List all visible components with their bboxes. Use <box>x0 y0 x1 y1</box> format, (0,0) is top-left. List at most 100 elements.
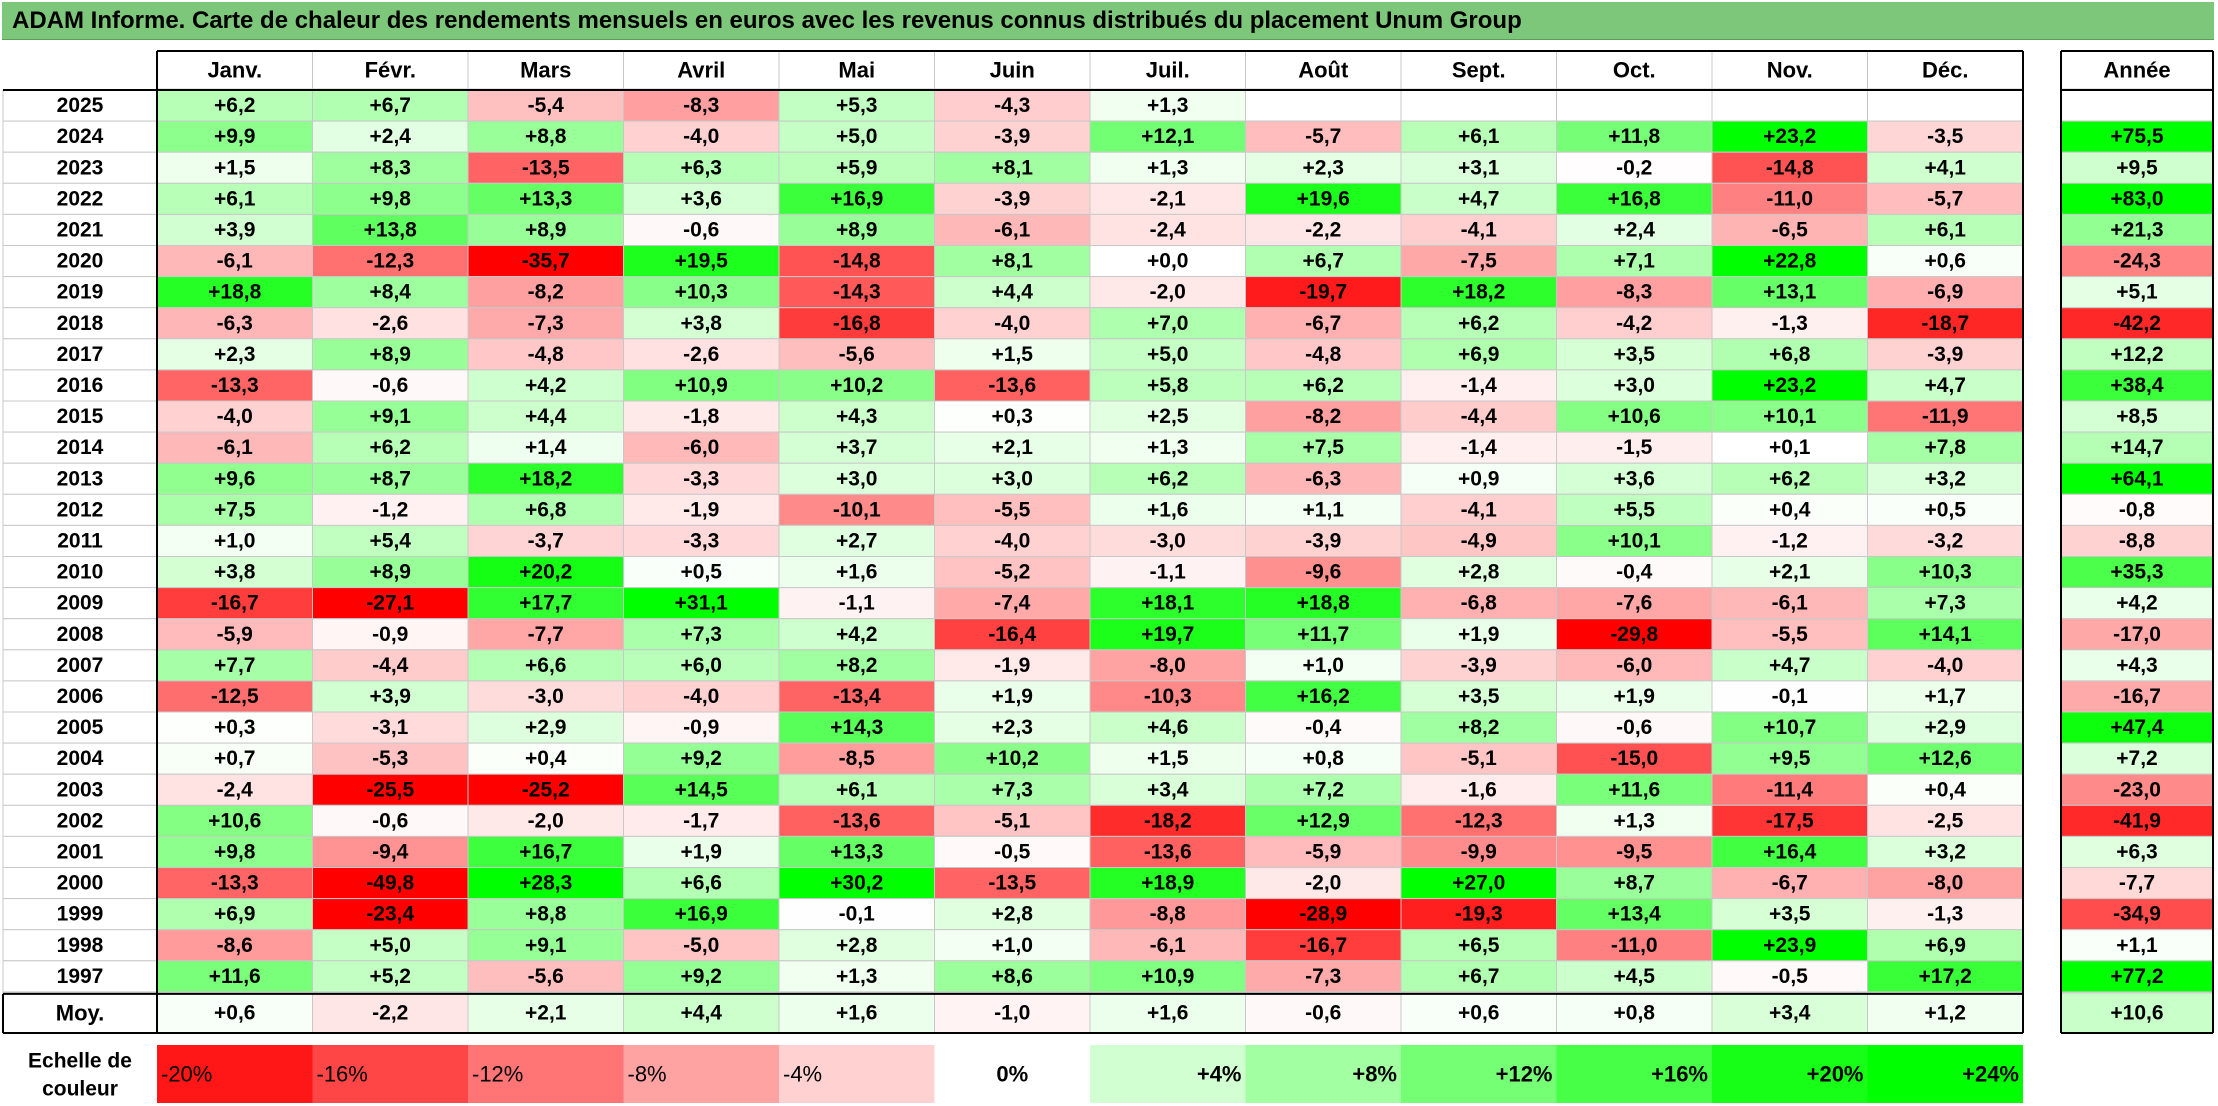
heatmap-value: -5,6 <box>839 343 875 366</box>
heatmap-value: +9,1 <box>525 934 567 957</box>
heatmap-value: -1,6 <box>1461 778 1497 801</box>
heatmap-value: -13,6 <box>833 809 881 832</box>
annual-cell <box>2060 151 2214 184</box>
heatmap-value: +10,3 <box>1919 561 1972 584</box>
year-label: 2008 <box>57 623 104 646</box>
annual-value: +75,5 <box>2110 125 2163 148</box>
heatmap-value: -6,1 <box>1772 592 1809 615</box>
heatmap-cell <box>1089 369 1246 402</box>
heatmap-value: +3,5 <box>1614 343 1656 366</box>
heatmap-cell <box>778 182 935 215</box>
heatmap-cell <box>1711 307 1868 340</box>
heatmap-value: -15,0 <box>1610 747 1658 770</box>
year-label: 2005 <box>57 716 104 739</box>
year-cell <box>2 587 158 620</box>
heatmap-value: +14,5 <box>675 778 728 801</box>
heatmap-value: +13,3 <box>519 187 572 210</box>
heatmap-value: -27,1 <box>366 592 414 615</box>
heatmap-value: +0,5 <box>1925 498 1967 521</box>
heatmap-value: +11,8 <box>1608 125 1660 148</box>
heatmap-value: +22,8 <box>1763 250 1816 273</box>
heatmap-value: +16,4 <box>1763 840 1816 863</box>
heatmap-value: +6,5 <box>1458 934 1500 957</box>
heatmap-value: -49,8 <box>366 872 414 895</box>
heatmap-cell <box>467 556 624 589</box>
heatmap-cell <box>623 338 780 371</box>
heatmap-value: +6,9 <box>1458 343 1499 366</box>
year-label: 2013 <box>57 467 104 490</box>
heatmap-value: -5,5 <box>994 498 1031 521</box>
heatmap-cell <box>1867 120 2024 153</box>
avg-value: -2,2 <box>372 1002 408 1025</box>
report-title: ADAM Informe. Carte de chaleur des rende… <box>2 2 2214 40</box>
heatmap-value: +13,1 <box>1763 281 1816 304</box>
heatmap-value: +18,2 <box>1452 281 1505 304</box>
heatmap-value: +8,2 <box>1458 716 1499 739</box>
heatmap-cell <box>1089 276 1246 309</box>
heatmap-value: +0,6 <box>1925 250 1966 273</box>
year-cell <box>2 245 158 278</box>
heatmap-cell <box>1089 120 1246 153</box>
heatmap-cell <box>312 462 469 495</box>
heatmap-value: +2,9 <box>525 716 566 739</box>
heatmap-cell <box>1089 524 1246 558</box>
year-label: 2016 <box>57 374 104 397</box>
heatmap-value: -6,0 <box>1616 654 1652 677</box>
heatmap-cell <box>1867 338 2024 371</box>
heatmap-value: -11,0 <box>1611 934 1658 957</box>
heatmap-value: +4,7 <box>1925 374 1966 397</box>
heatmap-cell <box>1089 867 1246 900</box>
heatmap-cell <box>312 711 469 744</box>
heatmap-cell <box>1245 276 1402 309</box>
annual-cell <box>2060 773 2214 806</box>
heatmap-value: +0,4 <box>1769 498 1811 521</box>
heatmap-value: -25,5 <box>366 778 414 801</box>
heatmap-cell <box>623 182 780 215</box>
heatmap-value: +5,9 <box>836 156 877 179</box>
heatmap-value: -0,6 <box>683 218 719 241</box>
heatmap-value: +0,9 <box>1458 467 1499 490</box>
heatmap-value: +8,9 <box>836 218 877 241</box>
heatmap-cell <box>934 89 1091 122</box>
heatmap-value: +8,9 <box>525 218 566 241</box>
scale-label: -12% <box>472 1062 523 1087</box>
heatmap-value: +3,0 <box>992 467 1033 490</box>
heatmap-value: +6,8 <box>525 498 567 521</box>
heatmap-value: +1,5 <box>992 343 1034 366</box>
heatmap-cell <box>934 960 1091 993</box>
heatmap-cell <box>1711 898 1868 931</box>
heatmap-value: -1,3 <box>1772 312 1808 335</box>
heatmap-value: -1,5 <box>1616 436 1653 459</box>
heatmap-cell <box>934 898 1091 931</box>
heatmap-value: +16,9 <box>675 903 728 926</box>
avg-cell <box>1867 992 2024 1034</box>
heatmap-value: -13,5 <box>988 872 1036 895</box>
heatmap-cell <box>312 524 469 558</box>
heatmap-value: -16,7 <box>1299 934 1347 957</box>
heatmap-value: +7,5 <box>214 498 256 521</box>
heatmap-value: -3,9 <box>1927 343 1963 366</box>
heatmap-cell <box>934 369 1091 402</box>
annual-value: +64,1 <box>2110 467 2163 490</box>
heatmap-cell <box>1400 742 1557 775</box>
heatmap-cell <box>934 680 1091 713</box>
heatmap-cell <box>467 711 624 744</box>
heatmap-value: -0,6 <box>372 374 408 397</box>
heatmap-value: +10,6 <box>1608 405 1661 428</box>
heatmap-cell <box>1089 89 1246 122</box>
heatmap-cell <box>778 151 935 184</box>
heatmap-value: -3,0 <box>528 685 564 708</box>
heatmap-value: +6,3 <box>681 156 722 179</box>
heatmap-value: +6,2 <box>1147 467 1188 490</box>
heatmap-value: +7,5 <box>1303 436 1345 459</box>
heatmap-cell <box>1089 960 1246 993</box>
heatmap-value: +6,1 <box>214 187 256 210</box>
avg-cell <box>1711 992 1868 1034</box>
heatmap-cell <box>934 213 1091 246</box>
heatmap-value: -13,4 <box>833 685 881 708</box>
month-header-label: Août <box>1298 58 1349 83</box>
heatmap-value: +6,2 <box>1458 312 1499 335</box>
heatmap-cell <box>1711 556 1868 589</box>
annual-value: +7,2 <box>2116 747 2157 770</box>
year-cell <box>2 711 158 744</box>
